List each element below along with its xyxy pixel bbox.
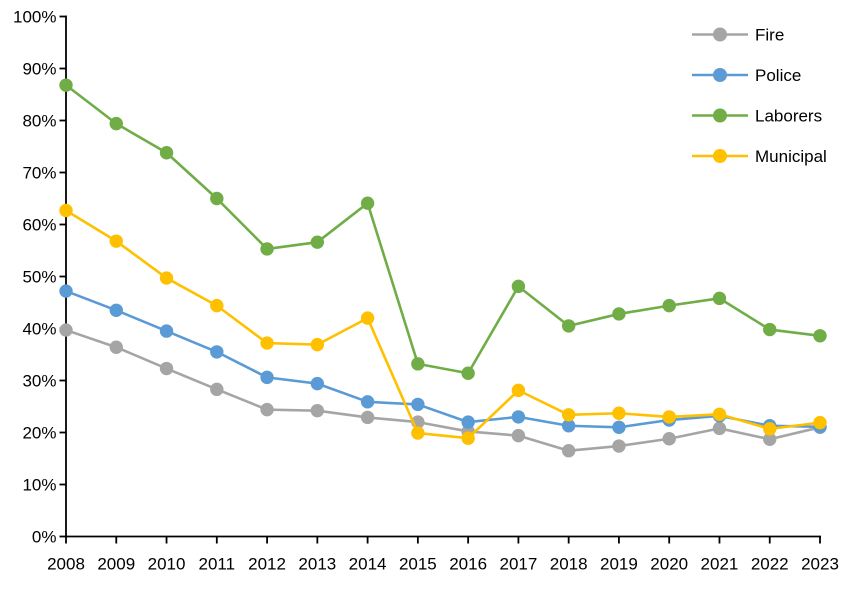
data-point-fire-2013 <box>310 403 325 418</box>
x-axis-tick-label: 2016 <box>449 555 487 574</box>
data-point-municipal-2016 <box>461 431 475 445</box>
data-point-laborers-2017 <box>511 279 526 294</box>
data-point-police-2018 <box>561 419 576 433</box>
data-point-police-2014 <box>360 395 375 409</box>
data-point-police-2015 <box>411 397 425 412</box>
data-point-police-2013 <box>310 376 325 391</box>
data-point-laborers-2015 <box>411 357 425 371</box>
series-line-fire <box>64 328 822 453</box>
data-point-municipal-2018 <box>561 408 576 422</box>
x-axis-tick-label: 2020 <box>650 555 688 574</box>
data-point-fire-2010 <box>159 361 174 376</box>
data-point-laborers-2008 <box>59 78 73 92</box>
data-point-laborers-2021 <box>712 291 727 306</box>
data-point-fire-2018 <box>561 444 576 458</box>
data-point-laborers-2016 <box>461 366 475 380</box>
data-point-police-2012 <box>260 370 274 385</box>
data-point-police-2019 <box>612 420 626 434</box>
x-axis-tick-label: 2012 <box>248 555 286 574</box>
x-axis-tick-label: 2011 <box>199 555 236 574</box>
data-point-laborers-2011 <box>210 191 224 206</box>
legend-swatch-marker-municipal <box>713 149 727 163</box>
y-axis-tick-label: 40% <box>22 319 56 338</box>
data-point-municipal-2009 <box>109 234 123 248</box>
series-line-municipal <box>64 209 822 440</box>
series-line-police <box>64 289 822 429</box>
legend-swatch-marker-police <box>713 68 727 82</box>
y-axis-tick-label: 20% <box>22 423 56 442</box>
x-axis-tick-label: 2014 <box>349 555 387 574</box>
data-point-police-2009 <box>109 303 123 317</box>
y-axis-tick-label: 10% <box>22 475 56 494</box>
data-point-police-2011 <box>210 345 224 359</box>
data-point-municipal-2021 <box>712 407 727 421</box>
legend-swatch-marker-laborers <box>713 108 727 123</box>
data-point-laborers-2020 <box>662 298 676 313</box>
data-point-municipal-2012 <box>260 336 274 350</box>
data-point-fire-2017 <box>511 428 526 443</box>
data-point-fire-2021 <box>712 421 727 436</box>
y-axis-tick-label: 90% <box>22 59 56 78</box>
legend-label-police: Police <box>755 66 801 85</box>
y-axis-tick-label: 70% <box>22 163 56 182</box>
y-axis-tick-label: 0% <box>32 527 57 546</box>
legend-label-fire: Fire <box>755 25 784 44</box>
x-axis-tick-label: 2018 <box>550 555 588 574</box>
x-axis-tick-label: 2021 <box>701 555 739 574</box>
legend-label-laborers: Laborers <box>755 106 822 125</box>
data-point-fire-2014 <box>360 410 375 425</box>
data-point-fire-2020 <box>662 432 676 446</box>
data-point-laborers-2022 <box>763 322 777 337</box>
x-axis-tick-label: 2017 <box>499 555 537 574</box>
y-axis-tick-label: 60% <box>22 215 56 234</box>
data-point-municipal-2023 <box>813 415 827 430</box>
data-point-laborers-2012 <box>260 242 274 256</box>
data-point-police-2017 <box>511 410 526 424</box>
data-point-municipal-2020 <box>662 410 676 424</box>
legend-swatch-marker-fire <box>713 27 727 42</box>
x-axis-tick-label: 2015 <box>399 555 437 574</box>
y-axis-tick-label: 80% <box>22 111 56 130</box>
series-line-laborers <box>64 83 822 375</box>
legend-label-municipal: Municipal <box>755 147 827 166</box>
x-axis-tick-label: 2010 <box>148 555 186 574</box>
data-point-fire-2009 <box>109 340 123 354</box>
y-axis-tick-label: 30% <box>22 371 56 390</box>
data-point-fire-2022 <box>763 432 777 446</box>
data-point-fire-2019 <box>612 439 626 453</box>
data-point-laborers-2010 <box>159 146 174 160</box>
data-point-laborers-2013 <box>310 235 325 249</box>
data-point-police-2010 <box>159 324 174 338</box>
x-axis-tick-label: 2022 <box>751 555 789 574</box>
data-point-laborers-2009 <box>109 116 123 131</box>
x-axis-tick-label: 2019 <box>600 555 638 574</box>
data-point-municipal-2022 <box>763 422 777 436</box>
data-point-municipal-2019 <box>612 406 626 420</box>
data-point-municipal-2017 <box>511 383 526 398</box>
data-point-laborers-2023 <box>813 329 827 343</box>
data-point-laborers-2019 <box>612 307 626 321</box>
x-axis-tick-label: 2023 <box>801 555 839 574</box>
data-point-laborers-2014 <box>360 196 375 210</box>
data-point-police-2016 <box>461 415 475 429</box>
y-axis-tick-label: 50% <box>22 267 56 286</box>
data-point-municipal-2011 <box>210 298 224 313</box>
data-point-municipal-2014 <box>360 311 375 325</box>
data-point-fire-2011 <box>210 382 224 397</box>
data-point-fire-2012 <box>260 402 274 417</box>
data-point-municipal-2008 <box>59 203 73 218</box>
x-axis-tick-label: 2009 <box>97 555 135 574</box>
data-point-municipal-2010 <box>159 271 174 285</box>
x-axis-tick-label: 2013 <box>298 555 336 574</box>
y-axis-tick-label: 100% <box>13 7 56 26</box>
data-point-municipal-2015 <box>411 426 425 440</box>
x-axis-tick-label: 2008 <box>47 555 85 574</box>
data-point-municipal-2013 <box>310 337 325 352</box>
data-point-police-2008 <box>59 284 73 298</box>
data-point-fire-2008 <box>59 323 73 337</box>
data-point-laborers-2018 <box>561 319 576 333</box>
